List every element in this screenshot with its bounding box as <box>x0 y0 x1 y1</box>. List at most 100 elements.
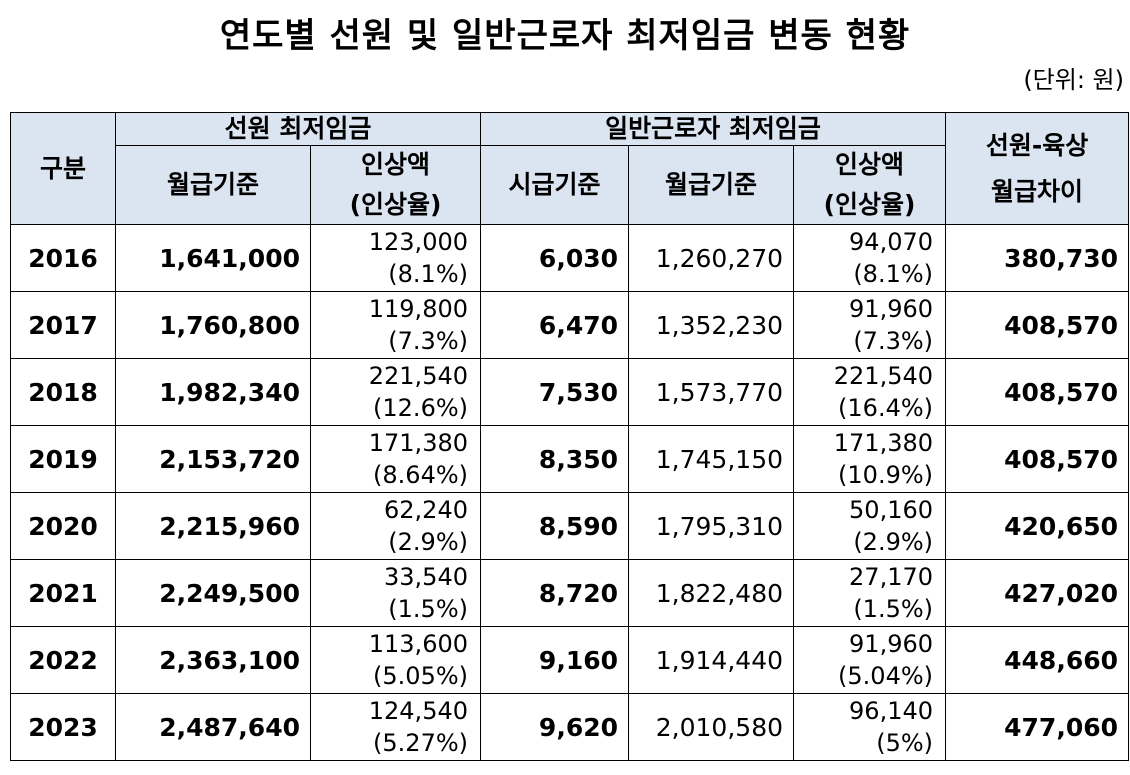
table-row: 2017 1,760,800 119,800 (7.3%) 6,470 1,352… <box>10 291 1130 359</box>
difference-cell: 408,570 <box>945 358 1130 426</box>
increase-amount: 50,160 <box>849 496 934 524</box>
table-row: 2022 2,363,100 113,600 (5.05%) 9,160 1,91… <box>10 626 1130 694</box>
header-worker-increase: 인상액 (인상율) <box>792 145 947 225</box>
table-row: 2023 2,487,640 124,540 (5.27%) 9,620 2,01… <box>10 693 1130 761</box>
increase-amount: 91,960 <box>849 295 934 323</box>
increase-amount: 119,800 <box>368 295 468 323</box>
increase-rate: (5.27%) <box>373 729 468 757</box>
unit-note: (단위: 원) <box>1023 66 1124 94</box>
worker-hourly-cell: 8,590 <box>480 492 629 560</box>
year-cell: 2017 <box>10 291 116 359</box>
wage-table: 구분 선원 최저임금 일반근로자 최저임금 선원-육상 월급차이 월급기준 인상… <box>10 112 1130 761</box>
increase-rate: (7.3%) <box>853 327 934 355</box>
seafarer-monthly-cell: 2,249,500 <box>115 559 311 627</box>
worker-hourly-cell: 9,160 <box>480 626 629 694</box>
year-cell: 2020 <box>10 492 116 560</box>
header-seafarer-increase: 인상액 (인상율) <box>310 145 481 225</box>
year-cell: 2019 <box>10 425 116 493</box>
increase-amount: 221,540 <box>833 362 934 390</box>
worker-increase-cell: 50,160 (2.9%) <box>792 492 947 560</box>
worker-monthly-cell: 2,010,580 <box>628 693 794 761</box>
seafarer-increase-cell: 171,380 (8.64%) <box>310 425 481 493</box>
table-row: 2021 2,249,500 33,540 (1.5%) 8,720 1,822,… <box>10 559 1130 627</box>
increase-amount: 113,600 <box>368 630 468 658</box>
header-difference: 선원-육상 월급차이 <box>945 112 1130 225</box>
header-difference-line1: 선원-육상 <box>985 130 1089 160</box>
seafarer-monthly-cell: 2,363,100 <box>115 626 311 694</box>
increase-rate: (2.9%) <box>388 528 468 556</box>
increase-amount: 91,960 <box>849 630 934 658</box>
increase-amount: 27,170 <box>849 563 934 591</box>
increase-rate: (7.3%) <box>388 327 468 355</box>
increase-rate: (8.1%) <box>388 260 468 288</box>
difference-cell: 448,660 <box>945 626 1130 694</box>
increase-rate: (5%) <box>876 729 934 757</box>
page-title: 연도별 선원 및 일반근로자 최저임금 변동 현황 <box>219 16 911 56</box>
increase-rate: (2.9%) <box>853 528 934 556</box>
worker-increase-cell: 27,170 (1.5%) <box>792 559 947 627</box>
increase-amount: 94,070 <box>849 228 934 256</box>
worker-increase-cell: 91,960 (5.04%) <box>792 626 947 694</box>
seafarer-monthly-cell: 1,641,000 <box>115 224 311 292</box>
header-worker-hourly: 시급기준 <box>480 145 629 225</box>
worker-hourly-cell: 6,030 <box>480 224 629 292</box>
header-seafarer-group: 선원 최저임금 <box>115 112 481 146</box>
increase-rate: (12.6%) <box>373 394 468 422</box>
seafarer-increase-cell: 62,240 (2.9%) <box>310 492 481 560</box>
seafarer-increase-cell: 33,540 (1.5%) <box>310 559 481 627</box>
header-seafarer-increase-line1: 인상액 <box>360 150 430 179</box>
increase-rate: (8.64%) <box>373 461 468 489</box>
header-worker-increase-line1: 인상액 <box>835 150 905 179</box>
worker-monthly-cell: 1,573,770 <box>628 358 794 426</box>
increase-rate: (8.1%) <box>853 260 934 288</box>
header-row-1: 구분 선원 최저임금 일반근로자 최저임금 선원-육상 월급차이 <box>10 112 1130 225</box>
worker-hourly-cell: 7,530 <box>480 358 629 426</box>
difference-cell: 420,650 <box>945 492 1130 560</box>
year-cell: 2018 <box>10 358 116 426</box>
worker-monthly-cell: 1,352,230 <box>628 291 794 359</box>
increase-rate: (16.4%) <box>838 394 934 422</box>
seafarer-increase-cell: 113,600 (5.05%) <box>310 626 481 694</box>
table-row: 2016 1,641,000 123,000 (8.1%) 6,030 1,260… <box>10 224 1130 292</box>
worker-hourly-cell: 6,470 <box>480 291 629 359</box>
difference-cell: 380,730 <box>945 224 1130 292</box>
difference-cell: 408,570 <box>945 291 1130 359</box>
difference-cell: 427,020 <box>945 559 1130 627</box>
header-worker-monthly: 월급기준 <box>628 145 794 225</box>
year-cell: 2023 <box>10 693 116 761</box>
table-row: 2020 2,215,960 62,240 (2.9%) 8,590 1,795,… <box>10 492 1130 560</box>
seafarer-monthly-cell: 2,215,960 <box>115 492 311 560</box>
worker-hourly-cell: 9,620 <box>480 693 629 761</box>
worker-increase-cell: 94,070 (8.1%) <box>792 224 947 292</box>
increase-rate: (1.5%) <box>853 595 934 623</box>
difference-cell: 408,570 <box>945 425 1130 493</box>
worker-increase-cell: 96,140 (5%) <box>792 693 947 761</box>
increase-rate: (10.9%) <box>838 461 934 489</box>
increase-rate: (1.5%) <box>388 595 468 623</box>
worker-monthly-cell: 1,795,310 <box>628 492 794 560</box>
seafarer-increase-cell: 124,540 (5.27%) <box>310 693 481 761</box>
header-worker-increase-line2: (인상율) <box>823 190 916 219</box>
worker-monthly-cell: 1,745,150 <box>628 425 794 493</box>
increase-rate: (5.04%) <box>838 662 934 690</box>
worker-hourly-cell: 8,720 <box>480 559 629 627</box>
increase-rate: (5.05%) <box>373 662 468 690</box>
header-category: 구분 <box>10 112 116 225</box>
header-difference-line2: 월급차이 <box>991 176 1084 206</box>
table-row: 2019 2,153,720 171,380 (8.64%) 8,350 1,74… <box>10 425 1130 493</box>
header-seafarer-monthly: 월급기준 <box>115 145 311 225</box>
header-row-2: 월급기준 인상액 (인상율) 시급기준 월급기준 인상액 (인상율) <box>11 145 1129 225</box>
year-cell: 2022 <box>10 626 116 694</box>
seafarer-increase-cell: 119,800 (7.3%) <box>310 291 481 359</box>
worker-monthly-cell: 1,260,270 <box>628 224 794 292</box>
table-row: 2018 1,982,340 221,540 (12.6%) 7,530 1,57… <box>10 358 1130 426</box>
year-cell: 2021 <box>10 559 116 627</box>
worker-increase-cell: 91,960 (7.3%) <box>792 291 947 359</box>
worker-monthly-cell: 1,914,440 <box>628 626 794 694</box>
increase-amount: 124,540 <box>368 697 468 725</box>
seafarer-monthly-cell: 1,982,340 <box>115 358 311 426</box>
increase-amount: 33,540 <box>384 563 468 591</box>
increase-amount: 221,540 <box>368 362 468 390</box>
seafarer-increase-cell: 123,000 (8.1%) <box>310 224 481 292</box>
year-cell: 2016 <box>10 224 116 292</box>
